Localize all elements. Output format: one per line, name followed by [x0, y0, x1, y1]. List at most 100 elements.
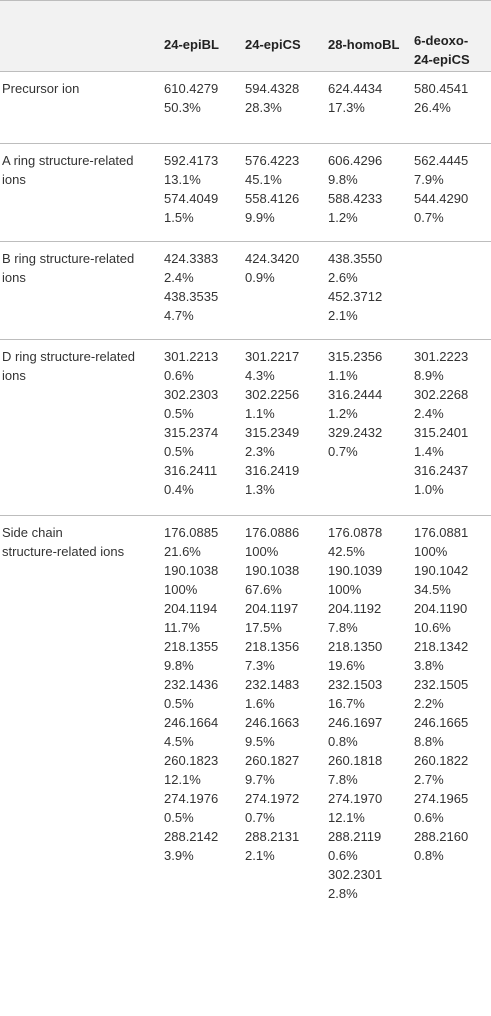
relative-abundance: 42.5%	[328, 544, 365, 559]
header-24-epics: 24-epiCS	[245, 37, 301, 52]
ion-entry: 246.1697 0.8%	[328, 713, 414, 751]
row-label-line: ions	[2, 270, 26, 285]
ion-entry: 176.0881 100%	[414, 523, 491, 561]
mz-value: 218.1356	[245, 639, 300, 654]
header-empty	[0, 1, 164, 71]
mz-value: 176.0881	[414, 525, 469, 540]
mz-value: 204.1190	[414, 601, 468, 616]
row-label-line: ions	[2, 172, 26, 187]
ion-entry: 218.1342 3.8%	[414, 637, 491, 675]
header-6-deoxo-line2: 24-epiCS	[414, 52, 470, 67]
relative-abundance: 3.9%	[164, 848, 194, 863]
relative-abundance: 0.9%	[245, 270, 275, 285]
relative-abundance: 4.3%	[245, 368, 275, 383]
mz-value: 438.3550	[328, 251, 383, 266]
relative-abundance: 0.5%	[164, 696, 194, 711]
ion-entry: 218.1356 7.3%	[245, 637, 328, 675]
mz-value: 260.1827	[245, 753, 300, 768]
mz-value: 329.2432	[328, 425, 383, 440]
ion-entry: 204.1190 10.6%	[414, 599, 491, 637]
row-label-line: Side chain	[2, 525, 63, 540]
ion-entry: 580.4541 26.4%	[414, 79, 491, 117]
ion-entry: 246.1664 4.5%	[164, 713, 245, 751]
ion-entry: 190.1039 100%	[328, 561, 414, 599]
table-cell: 624.4434 17.3%	[328, 72, 414, 143]
ion-entry: 315.2374 0.5%	[164, 423, 245, 461]
mz-value: 544.4290	[414, 191, 469, 206]
table-cell: 176.0885 21.6% 190.1038 100% 204.1194 11.7% 21…	[164, 516, 245, 996]
mz-value: 316.2444	[328, 387, 383, 402]
ion-entry: 301.2223 8.9%	[414, 347, 491, 385]
table-cell: 301.2213 0.6% 302.2303 0.5% 315.2374 0.5% 316.…	[164, 340, 245, 515]
relative-abundance: 12.1%	[164, 772, 201, 787]
ion-entry: 452.3712 2.1%	[328, 287, 414, 325]
relative-abundance: 9.8%	[164, 658, 194, 673]
relative-abundance: 0.6%	[414, 810, 444, 825]
mz-value: 176.0878	[328, 525, 383, 540]
ion-entry: 288.2119 0.6%	[328, 827, 414, 865]
ion-entry: 562.4445 7.9%	[414, 151, 491, 189]
ion-entry: 302.2303 0.5%	[164, 385, 245, 423]
ion-entry: 274.1976 0.5%	[164, 789, 245, 827]
relative-abundance: 8.8%	[414, 734, 444, 749]
relative-abundance: 67.6%	[245, 582, 282, 597]
ion-entry: 246.1663 9.5%	[245, 713, 328, 751]
ion-entry: 232.1503 16.7%	[328, 675, 414, 713]
row-label-line: D ring structure-related	[2, 349, 135, 364]
mz-value: 246.1664	[164, 715, 219, 730]
table-cell: 424.3383 2.4% 438.3535 4.7%	[164, 242, 245, 339]
relative-abundance: 11.7%	[164, 620, 200, 635]
mz-value: 302.2256	[245, 387, 300, 402]
table-cell: 606.4296 9.8% 588.4233 1.2%	[328, 144, 414, 241]
table-cell: 176.0881 100% 190.1042 34.5% 204.1190 10.6% 21…	[414, 516, 491, 996]
table-cell: 424.3420 0.9%	[245, 242, 328, 339]
relative-abundance: 100%	[414, 544, 448, 559]
relative-abundance: 1.6%	[245, 696, 275, 711]
mz-value: 574.4049	[164, 191, 219, 206]
row-label: B ring structure-related ions	[0, 242, 164, 339]
ion-entry: 190.1038 100%	[164, 561, 245, 599]
mz-value: 301.2213	[164, 349, 219, 364]
mz-value: 315.2349	[245, 425, 300, 440]
ion-entry: 260.1827 9.7%	[245, 751, 328, 789]
relative-abundance: 0.7%	[414, 210, 444, 225]
relative-abundance: 7.9%	[414, 172, 444, 187]
relative-abundance: 2.6%	[328, 270, 358, 285]
mz-value: 260.1822	[414, 753, 469, 768]
ion-entry: 544.4290 0.7%	[414, 189, 491, 227]
relative-abundance: 2.1%	[245, 848, 275, 863]
relative-abundance: 1.1%	[245, 406, 275, 421]
mz-value: 594.4328	[245, 81, 300, 96]
relative-abundance: 50.3%	[164, 100, 201, 115]
relative-abundance: 1.2%	[328, 210, 358, 225]
mz-value: 246.1665	[414, 715, 469, 730]
relative-abundance: 0.7%	[328, 444, 358, 459]
table-cell: 576.4223 45.1% 558.4126 9.9%	[245, 144, 328, 241]
mz-value: 315.2374	[164, 425, 219, 440]
table-body: Precursor ion 610.4279 50.3% 594.4328 28.3% 6…	[0, 72, 491, 996]
table-row: A ring structure-related ions 592.4173 13.1…	[0, 144, 491, 242]
relative-abundance: 0.6%	[164, 368, 194, 383]
mz-value: 260.1818	[328, 753, 383, 768]
row-label: D ring structure-related ions	[0, 340, 164, 515]
relative-abundance: 8.9%	[414, 368, 444, 383]
ion-entry: 315.2349 2.3%	[245, 423, 328, 461]
relative-abundance: 1.1%	[328, 368, 358, 383]
relative-abundance: 2.3%	[245, 444, 275, 459]
mz-value: 246.1663	[245, 715, 300, 730]
ion-entry: 288.2142 3.9%	[164, 827, 245, 865]
table-cell: 580.4541 26.4%	[414, 72, 491, 143]
relative-abundance: 34.5%	[414, 582, 451, 597]
ion-entry: 204.1194 11.7%	[164, 599, 245, 637]
table-cell: 315.2356 1.1% 316.2444 1.2% 329.2432 0.7%	[328, 340, 414, 515]
ion-entry: 260.1822 2.7%	[414, 751, 491, 789]
mz-value: 218.1355	[164, 639, 219, 654]
mz-value: 315.2401	[414, 425, 469, 440]
mz-value: 562.4445	[414, 153, 469, 168]
table-row: B ring structure-related ions 424.3383 2.4%…	[0, 242, 491, 340]
relative-abundance: 1.4%	[414, 444, 444, 459]
ion-entry: 316.2419 1.3%	[245, 461, 328, 499]
ion-entry: 232.1483 1.6%	[245, 675, 328, 713]
ion-entry: 574.4049 1.5%	[164, 189, 245, 227]
